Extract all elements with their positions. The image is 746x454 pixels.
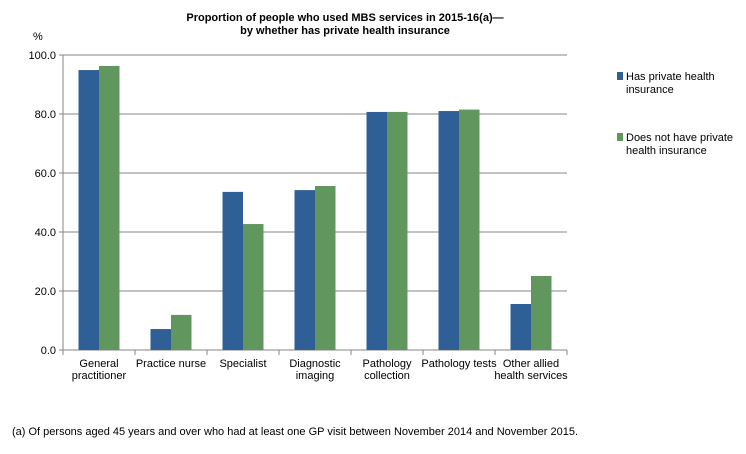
- x-tick-label: Practice nurse: [136, 358, 206, 370]
- y-tick-label: 80.0: [35, 109, 56, 121]
- bar-has-insurance: [366, 111, 387, 350]
- y-axis-label: %: [33, 31, 43, 43]
- bar-has-insurance: [510, 303, 531, 350]
- x-tick-label: Pathology tests: [421, 358, 497, 370]
- bar-no-insurance: [99, 65, 120, 350]
- legend-swatch: [617, 133, 623, 141]
- x-tick-label: health services: [494, 370, 568, 382]
- legend-label: insurance: [626, 84, 674, 96]
- chart-title: by whether has private health insurance: [240, 25, 450, 37]
- bar-no-insurance: [243, 224, 264, 350]
- x-tick-label: practitioner: [72, 370, 127, 382]
- x-tick-label: imaging: [296, 370, 335, 382]
- bar-has-insurance: [78, 70, 99, 351]
- y-tick-label: 60.0: [35, 168, 56, 180]
- legend-label: health insurance: [626, 145, 707, 157]
- bar-no-insurance: [531, 275, 552, 350]
- x-tick-label: Pathology: [363, 358, 412, 370]
- bar-has-insurance: [294, 190, 315, 350]
- footnote: (a) Of persons aged 45 years and over wh…: [12, 426, 578, 438]
- bar-no-insurance: [171, 314, 192, 350]
- x-tick-label: Other allied: [503, 358, 559, 370]
- x-tick-label: Diagnostic: [289, 358, 341, 370]
- y-tick-label: 0.0: [41, 345, 56, 357]
- bar-no-insurance: [387, 111, 408, 350]
- legend-label: Has private health: [626, 71, 715, 83]
- legend-swatch: [617, 72, 623, 80]
- bar-has-insurance: [438, 111, 459, 350]
- bar-no-insurance: [315, 185, 336, 350]
- y-tick-label: 20.0: [35, 286, 56, 298]
- bar-has-insurance: [150, 329, 171, 350]
- bar-has-insurance: [222, 191, 243, 350]
- x-tick-label: Specialist: [219, 358, 266, 370]
- x-tick-label: collection: [364, 370, 410, 382]
- chart-title: Proportion of people who used MBS servic…: [186, 12, 503, 24]
- y-tick-label: 40.0: [35, 227, 56, 239]
- x-tick-label: General: [79, 358, 118, 370]
- bar-no-insurance: [459, 109, 480, 350]
- legend-label: Does not have private: [626, 132, 733, 144]
- y-tick-label: 100.0: [28, 50, 56, 62]
